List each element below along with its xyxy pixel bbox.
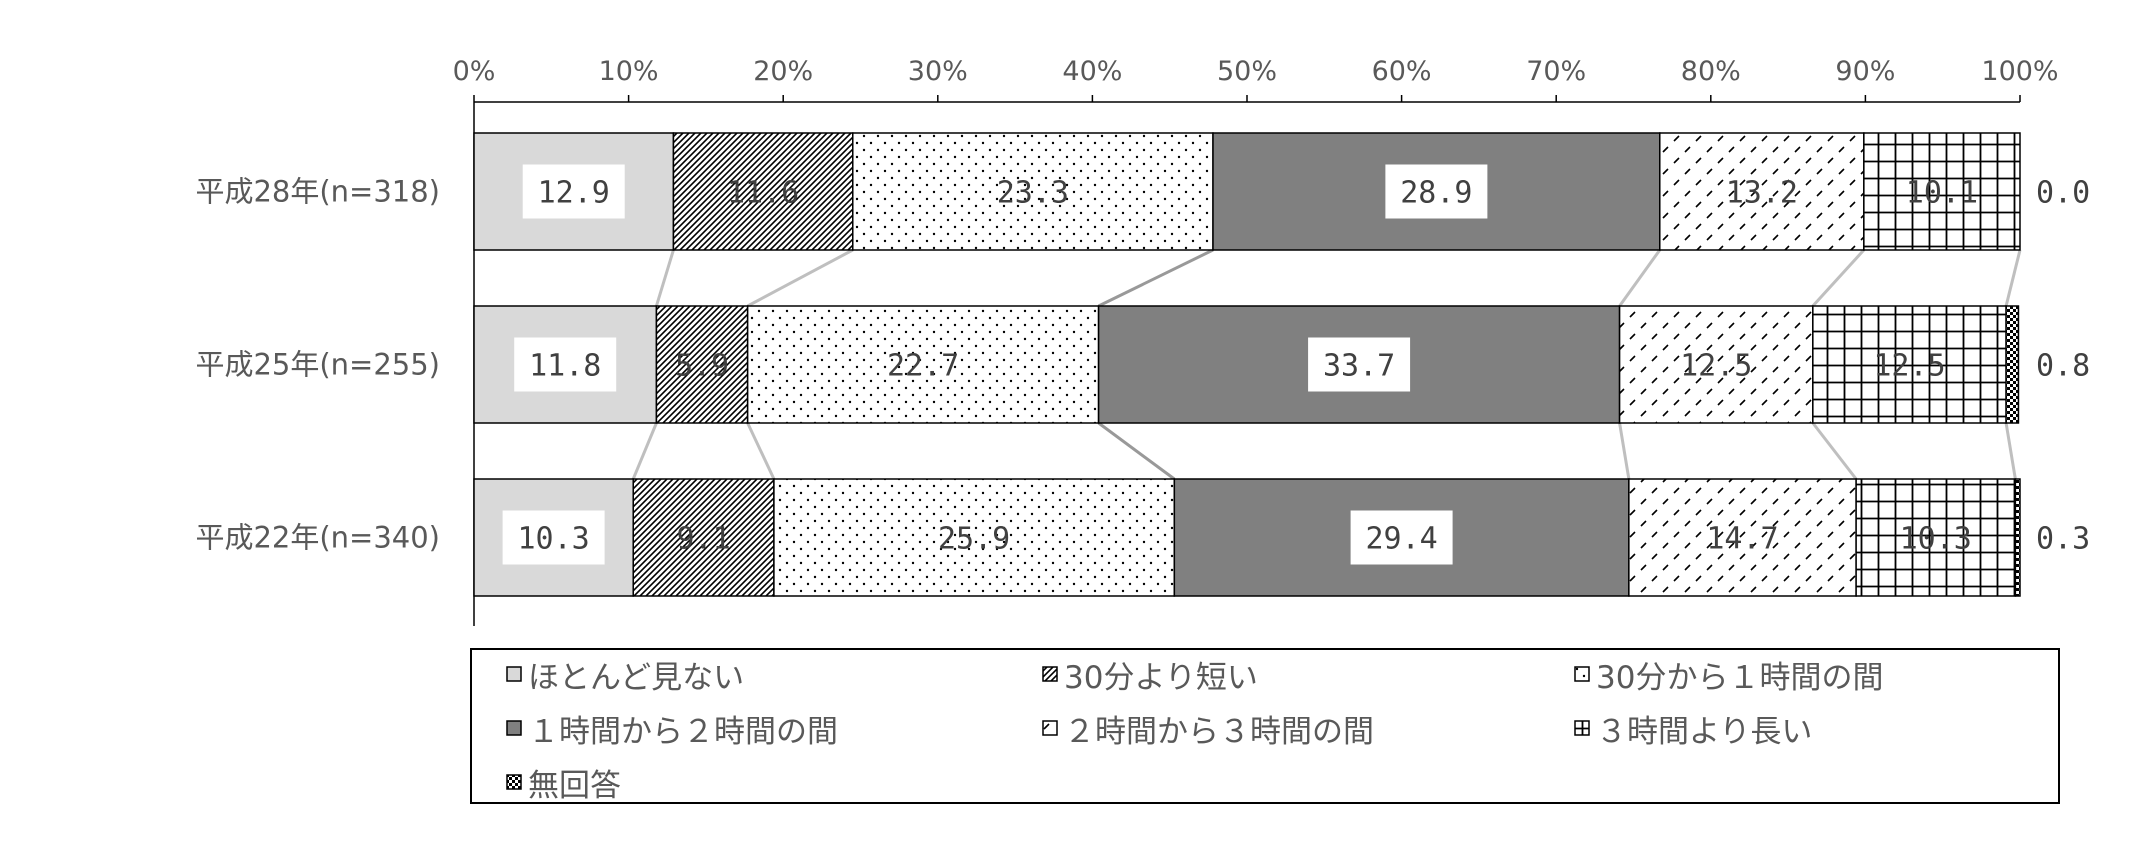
- category-label: 平成22年(n=340): [195, 521, 440, 555]
- legend-swatch: [506, 666, 522, 682]
- x-tick-label: 30%: [908, 56, 968, 87]
- x-tick-label: 90%: [1835, 56, 1895, 87]
- series-connector-line: [746, 422, 776, 480]
- data-label: 5.9: [675, 349, 729, 384]
- legend-label: ２時間から３時間の間: [1064, 713, 1374, 750]
- data-label: 23.3: [997, 176, 1069, 211]
- data-label: 0.3: [2036, 522, 2090, 557]
- legend-item: 30分より短い: [1042, 652, 1258, 696]
- bar-segment: [746, 305, 1100, 424]
- legend-item: ほとんど見ない: [506, 652, 744, 696]
- legend-label: 30分から１時間の間: [1596, 659, 1884, 696]
- bar-segment: [632, 478, 775, 597]
- data-label-box: [1308, 337, 1411, 392]
- data-label: 9.1: [676, 522, 730, 557]
- data-label: 10.3: [517, 522, 589, 557]
- data-label: 0.8: [2036, 349, 2090, 384]
- x-tick-label: 10%: [599, 56, 659, 87]
- series-connector-line: [1811, 248, 1865, 308]
- bar-segment: [773, 478, 1176, 597]
- series-connector-line: [2004, 422, 2017, 480]
- data-label: 11.6: [727, 176, 799, 211]
- legend-swatch: [506, 774, 522, 790]
- legend-swatch: [1042, 666, 1058, 682]
- legend: ほとんど見ない 30分より短い 30分から１時間の間 １時間から２時間の間 ２時間から３…: [470, 648, 2060, 804]
- x-tick-label: 50%: [1217, 56, 1277, 87]
- data-label: 14.7: [1706, 522, 1778, 557]
- x-tick-label: 20%: [753, 56, 813, 87]
- data-label-box: [502, 510, 605, 565]
- series-connector-line: [1097, 248, 1214, 308]
- series-connector-line: [1097, 421, 1176, 481]
- legend-item: 30分から１時間の間: [1574, 652, 1883, 696]
- legend-item: １時間から２時間の間: [506, 706, 838, 750]
- legend-label: １時間から２時間の間: [528, 713, 838, 750]
- data-label: 11.8: [529, 349, 601, 384]
- x-tick-label: 40%: [1062, 56, 1122, 87]
- legend-label: ３時間より長い: [1596, 713, 1813, 750]
- legend-swatch: [506, 720, 522, 736]
- x-tick-label: 100%: [1981, 56, 2058, 87]
- data-label: 33.7: [1323, 349, 1395, 384]
- series-connector-line: [1618, 249, 1662, 307]
- legend-swatch: [1574, 720, 1590, 736]
- data-label: 0.0: [2036, 176, 2090, 211]
- bar-segment: [1863, 132, 2021, 251]
- legend-swatch: [1574, 666, 1590, 682]
- x-tick-label: 80%: [1681, 56, 1741, 87]
- bar-segment: [1659, 132, 1865, 251]
- series-connector-line: [1811, 422, 1858, 480]
- data-label: 22.7: [887, 349, 959, 384]
- legend-swatch: [1042, 720, 1058, 736]
- series-connector-line: [631, 422, 658, 480]
- x-tick-label: 0%: [453, 56, 496, 87]
- bar-segment: [2014, 478, 2021, 597]
- data-label: 29.4: [1365, 522, 1437, 557]
- legend-label: 30分より短い: [1064, 659, 1258, 696]
- data-label: 10.1: [1906, 176, 1978, 211]
- category-label: 平成25年(n=255): [195, 348, 440, 382]
- data-label: 10.3: [1900, 522, 1972, 557]
- legend-label: ほとんど見ない: [528, 659, 745, 696]
- bar-segment: [1855, 478, 2017, 597]
- data-label: 13.2: [1726, 176, 1798, 211]
- data-label: 25.9: [938, 522, 1010, 557]
- data-label: 12.5: [1873, 349, 1945, 384]
- category-label: 平成28年(n=318): [195, 175, 440, 209]
- data-label: 12.9: [538, 176, 610, 211]
- legend-item: ２時間から３時間の間: [1042, 706, 1374, 750]
- bar-segment: [1618, 305, 1814, 424]
- x-tick-label: 60%: [1372, 56, 1432, 87]
- bar-segment: [1812, 305, 2007, 424]
- series-connector-line: [654, 249, 675, 307]
- data-label-box: [1385, 164, 1488, 219]
- data-label-box: [514, 337, 617, 392]
- legend-item: 無回答: [506, 760, 621, 804]
- bar-segment: [672, 132, 854, 251]
- data-label: 28.9: [1400, 176, 1472, 211]
- x-tick-label: 70%: [1526, 56, 1586, 87]
- data-label-box: [1350, 510, 1453, 565]
- series-connector-line: [1618, 422, 1631, 480]
- data-label: 12.5: [1680, 349, 1752, 384]
- series-connector-line: [2004, 249, 2022, 307]
- series-connector-line: [746, 248, 854, 308]
- legend-item: ３時間より長い: [1574, 706, 1812, 750]
- data-label-box: [522, 164, 625, 219]
- bar-segment: [2005, 305, 2020, 424]
- legend-label: 無回答: [528, 767, 621, 804]
